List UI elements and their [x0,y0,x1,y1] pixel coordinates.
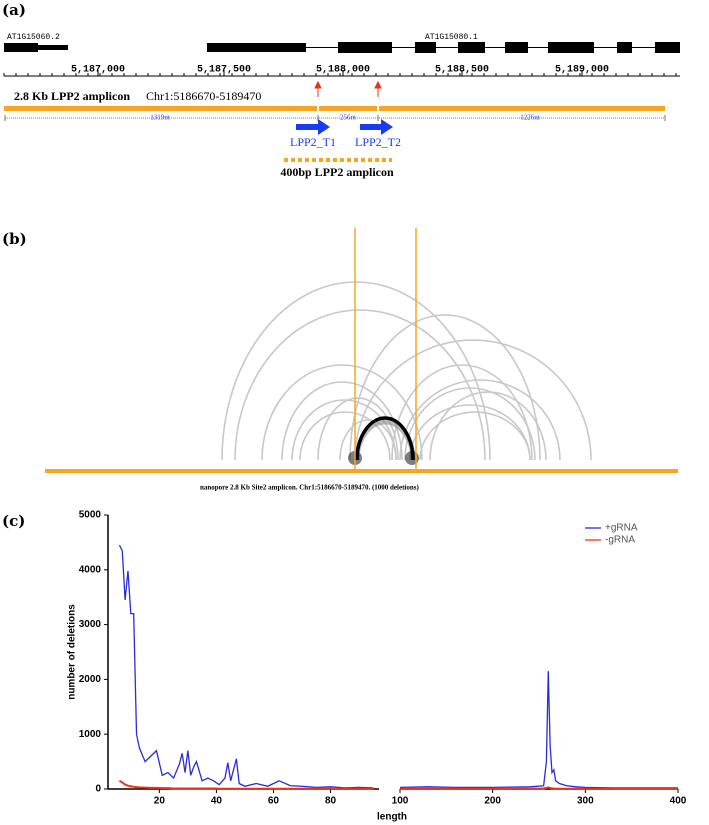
x-tick-label: 20 [154,796,166,807]
gene-label: AT1G15060.2 [7,33,60,42]
segment-label: 1226nt [520,114,540,122]
legend-label: +gRNA [605,523,638,534]
x-tick-label: 60 [268,796,280,807]
y-tick-label: 4000 [79,564,102,575]
short-amplicon-label: 400bp LPP2 amplicon [280,165,394,179]
ruler-label: 5,188,000 [316,65,370,76]
series-line [400,786,678,790]
caption: nanopore 2.8 Kb Site2 amplicon. Chr1:518… [200,484,419,492]
panel-label: (b) [2,230,27,248]
x-axis-label: length [377,812,407,823]
gene-models [4,42,680,53]
target-label: LPP2_T1 [290,135,336,149]
x-tick-label: 100 [392,796,409,807]
y-tick-label: 3000 [79,619,102,630]
segment-label: 256nt [340,114,356,122]
y-tick-label: 5000 [79,510,102,521]
x-tick-label: 200 [484,796,501,807]
y-tick-label: 1000 [79,729,102,740]
series-line [118,779,374,790]
ruler-label: 5,187,500 [197,65,251,76]
series-line [399,671,678,789]
ruler-label: 5,187,000 [71,65,125,76]
amplicon-bar [4,106,665,111]
target-arrows [296,119,393,135]
gene-label: AT1G15080.1 [425,33,478,42]
deletion-arcs [221,281,592,465]
y-tick-label: 0 [95,784,101,795]
y-tick-label: 2000 [79,674,102,685]
y-axis-label: number of deletions [67,604,78,700]
amplicon-bar [45,469,678,473]
ruler-label: 5,189,000 [555,65,609,76]
segment-label: 1319nt [150,114,170,122]
panel-label: (a) [2,1,26,19]
ruler-label: 5,188,500 [435,65,489,76]
x-tick-label: 400 [670,796,687,807]
x-tick-label: 300 [577,796,594,807]
x-tick-label: 40 [211,796,223,807]
x-tick-label: 80 [325,796,337,807]
amplicon-coords: Chr1:5186670-5189470 [146,89,261,103]
series-line [118,544,374,789]
panel-label: (c) [2,512,25,530]
ruler-ticks [3,70,677,76]
legend-label: -gRNA [605,535,635,546]
target-label: LPP2_T2 [355,135,401,149]
amplicon-title: 2.8 Kb LPP2 amplicon [14,89,130,103]
cut-arrows [314,80,382,97]
